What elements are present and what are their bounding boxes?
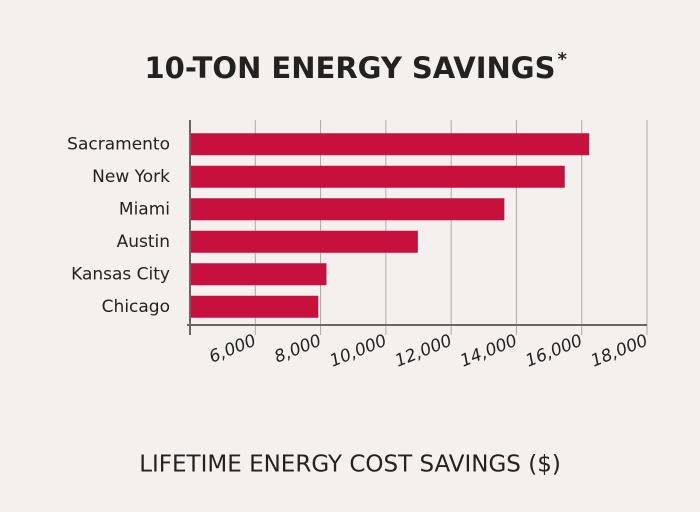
bar xyxy=(191,295,319,318)
bar xyxy=(191,165,565,188)
title-note: * xyxy=(557,49,567,70)
bar xyxy=(191,198,505,221)
x-axis-label: LIFETIME ENERGY COST SAVINGS ($) xyxy=(139,452,561,478)
y-tick-label: Kansas City xyxy=(71,264,170,284)
y-tick-label: Austin xyxy=(117,232,170,252)
y-tick-label: New York xyxy=(92,167,170,187)
bar xyxy=(191,133,590,156)
chart-title: 10-TON ENERGY SAVINGS xyxy=(145,51,556,85)
y-tick-label: Sacramento xyxy=(67,134,170,154)
bar xyxy=(191,230,418,253)
bar xyxy=(191,263,327,286)
y-tick-label: Miami xyxy=(119,199,170,219)
y-tick-label: Chicago xyxy=(102,297,170,317)
